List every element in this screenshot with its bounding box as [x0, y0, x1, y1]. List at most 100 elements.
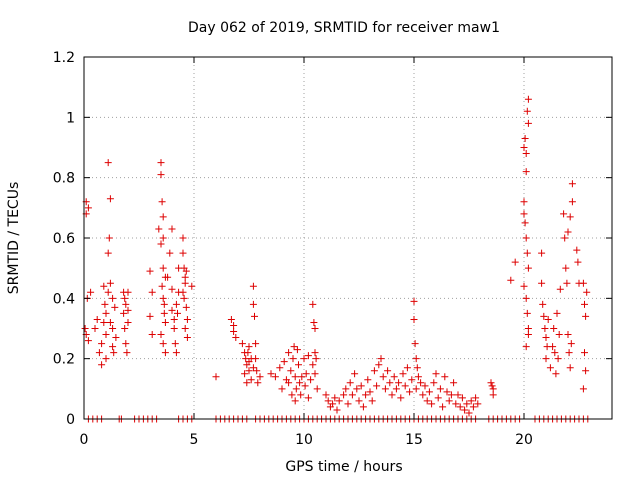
data-point: [109, 325, 117, 332]
data-point: [366, 388, 374, 396]
data-point: [562, 264, 570, 272]
data-point: [267, 370, 275, 378]
data-point: [249, 364, 257, 372]
data-point: [287, 367, 295, 375]
data-point: [463, 400, 471, 408]
data-point: [542, 355, 550, 363]
data-point: [487, 379, 495, 387]
x-tick-label: 15: [405, 432, 423, 448]
data-point: [399, 370, 407, 378]
data-point: [403, 364, 411, 372]
data-point: [539, 300, 547, 308]
data-points: [81, 95, 592, 423]
data-point: [98, 340, 106, 348]
data-point: [102, 331, 110, 339]
data-point: [551, 349, 559, 357]
data-point: [252, 355, 260, 363]
data-point: [567, 340, 575, 348]
data-point: [550, 325, 558, 332]
data-point: [124, 318, 132, 326]
y-tick-label: 1.2: [53, 50, 75, 66]
data-point: [346, 379, 354, 387]
data-point: [124, 306, 132, 314]
data-point: [249, 300, 257, 308]
data-point: [227, 315, 235, 323]
data-point: [311, 349, 319, 357]
data-point: [166, 249, 174, 257]
data-point: [419, 391, 427, 399]
data-point: [252, 340, 260, 348]
data-point: [329, 400, 337, 408]
data-point: [313, 385, 321, 393]
data-point: [181, 279, 189, 287]
data-point: [342, 385, 350, 393]
data-point: [443, 388, 451, 396]
data-point: [412, 385, 420, 393]
data-point: [566, 364, 574, 372]
data-point: [541, 325, 549, 332]
data-point: [302, 370, 310, 378]
data-point: [324, 397, 332, 405]
data-point: [159, 234, 167, 242]
data-point: [520, 210, 528, 218]
data-point: [410, 297, 418, 305]
data-point: [552, 370, 560, 378]
x-tick-label: 5: [190, 432, 199, 448]
data-point: [472, 394, 480, 402]
data-point: [467, 397, 475, 405]
x-tick-label: 20: [515, 432, 533, 448]
grid: [84, 57, 612, 419]
data-point: [157, 240, 165, 248]
data-point: [164, 273, 172, 281]
data-point: [109, 294, 117, 302]
data-point: [568, 180, 576, 188]
data-point: [84, 337, 92, 345]
data-point: [370, 367, 378, 375]
data-point: [522, 234, 530, 242]
data-point: [331, 394, 339, 402]
data-point: [522, 168, 530, 176]
data-point: [461, 406, 469, 414]
data-point: [179, 234, 187, 242]
data-point: [554, 355, 562, 363]
data-point: [304, 394, 312, 402]
data-point: [104, 249, 112, 257]
data-point: [406, 388, 414, 396]
data-point: [280, 358, 288, 366]
data-point: [232, 334, 240, 342]
data-point: [524, 325, 532, 332]
data-point: [432, 370, 440, 378]
data-point: [307, 376, 315, 384]
data-point: [244, 349, 252, 357]
data-point: [112, 334, 120, 342]
data-point: [288, 391, 296, 399]
data-point: [581, 349, 588, 357]
data-point: [564, 331, 572, 339]
data-point: [253, 367, 261, 375]
data-point: [300, 355, 308, 363]
data-point: [582, 312, 590, 320]
x-tick-labels: 0 5 10 15 20: [80, 432, 533, 448]
y-tick-label: 0.8: [53, 171, 75, 187]
data-point: [251, 312, 258, 320]
data-point: [408, 376, 416, 384]
data-point: [450, 379, 458, 387]
data-point: [434, 394, 442, 402]
data-point: [522, 294, 530, 302]
data-point: [579, 385, 587, 393]
data-point: [168, 285, 176, 293]
data-point: [105, 234, 113, 242]
data-point: [414, 373, 422, 381]
data-point: [521, 134, 529, 142]
data-point: [241, 370, 249, 378]
x-axis-title: GPS time / hours: [285, 459, 402, 475]
data-point: [170, 315, 178, 323]
data-point: [276, 364, 284, 372]
chart-title: Day 062 of 2019, SRMTID for receiver maw…: [188, 20, 500, 36]
data-point: [181, 273, 189, 281]
data-point: [245, 343, 253, 351]
data-point: [544, 315, 552, 323]
data-point: [522, 150, 530, 158]
data-point: [375, 361, 383, 369]
x-tick-label: 10: [295, 432, 313, 448]
